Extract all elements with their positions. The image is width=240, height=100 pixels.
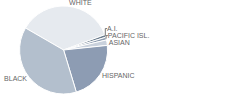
svg-text:WHITE: WHITE xyxy=(69,0,92,6)
svg-text:PACIFIC ISL.: PACIFIC ISL. xyxy=(108,32,150,39)
svg-text:BLACK: BLACK xyxy=(4,75,27,82)
svg-text:ASIAN: ASIAN xyxy=(109,39,130,46)
svg-text:A.I.: A.I. xyxy=(107,25,118,32)
svg-text:HISPANIC: HISPANIC xyxy=(102,72,135,79)
